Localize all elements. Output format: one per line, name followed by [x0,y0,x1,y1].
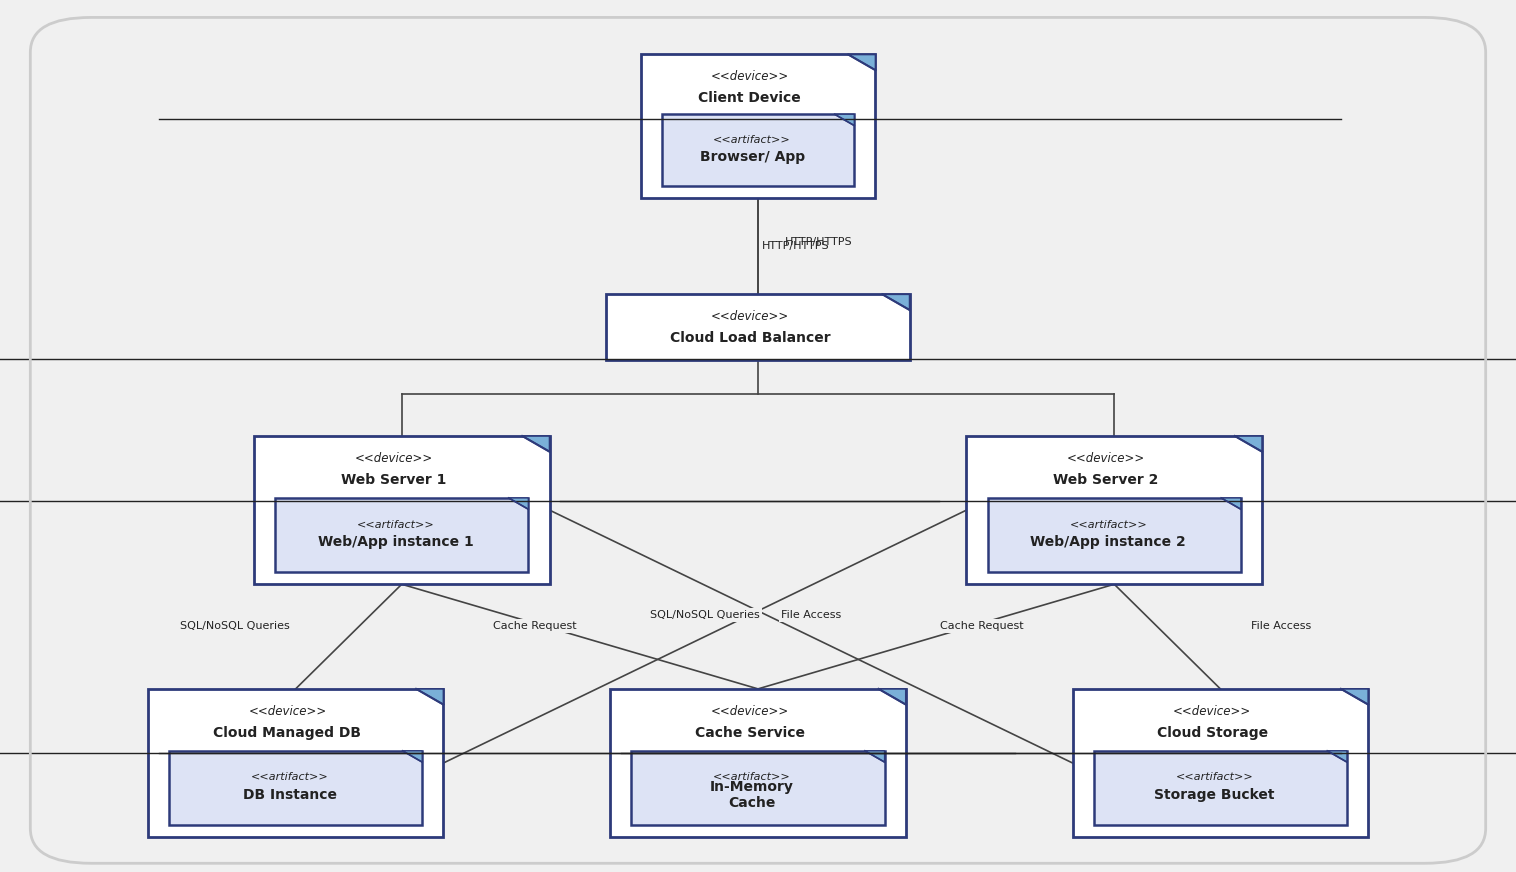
FancyBboxPatch shape [967,436,1261,584]
Text: Web/App instance 2: Web/App instance 2 [1031,535,1186,549]
Text: Cloud Storage: Cloud Storage [1157,726,1267,739]
Text: <<artifact>>: <<artifact>> [713,773,791,782]
Text: Web/App instance 1: Web/App instance 1 [318,535,473,549]
Text: In-Memory
Cache: In-Memory Cache [709,780,794,810]
Text: Cache Request: Cache Request [940,621,1023,631]
Polygon shape [834,114,855,126]
Polygon shape [864,751,885,762]
Polygon shape [882,295,910,310]
FancyBboxPatch shape [276,498,528,572]
Polygon shape [415,689,443,705]
Text: <<device>>: <<device>> [355,452,432,465]
FancyBboxPatch shape [631,751,885,825]
FancyBboxPatch shape [661,114,855,187]
Text: Cloud Load Balancer: Cloud Load Balancer [670,331,831,345]
Text: HTTP/HTTPS: HTTP/HTTPS [785,237,852,247]
Text: <<artifact>>: <<artifact>> [1069,520,1148,529]
Polygon shape [849,54,876,71]
FancyBboxPatch shape [149,689,443,837]
Text: File Access: File Access [781,610,841,620]
Text: Web Server 1: Web Server 1 [341,473,446,487]
Text: Cache Service: Cache Service [694,726,805,739]
FancyBboxPatch shape [1072,689,1367,837]
Text: Browser/ App: Browser/ App [699,150,805,165]
FancyBboxPatch shape [1095,751,1348,825]
Polygon shape [522,436,550,452]
Text: <<device>>: <<device>> [1173,705,1251,718]
Text: <<artifact>>: <<artifact>> [1175,773,1254,782]
Text: <<device>>: <<device>> [711,705,788,718]
Text: File Access: File Access [1251,621,1311,631]
Polygon shape [1220,498,1240,509]
Text: <<device>>: <<device>> [249,705,326,718]
Text: Client Device: Client Device [699,92,800,106]
FancyBboxPatch shape [168,751,421,825]
Polygon shape [1340,689,1367,705]
Polygon shape [509,498,528,509]
FancyBboxPatch shape [640,54,876,199]
Text: DB Instance: DB Instance [243,788,337,802]
Polygon shape [403,751,421,762]
Text: <<artifact>>: <<artifact>> [250,773,329,782]
Polygon shape [1328,751,1348,762]
Text: Cache Request: Cache Request [493,621,576,631]
Polygon shape [878,689,905,705]
Text: Web Server 2: Web Server 2 [1054,473,1158,487]
Text: <<artifact>>: <<artifact>> [713,135,791,145]
FancyBboxPatch shape [255,436,550,584]
Text: Cloud Managed DB: Cloud Managed DB [214,726,361,739]
Text: HTTP/HTTPS: HTTP/HTTPS [763,242,829,251]
FancyBboxPatch shape [609,689,905,837]
Text: <<device>>: <<device>> [1067,452,1145,465]
Text: SQL/NoSQL Queries: SQL/NoSQL Queries [180,621,290,631]
Text: SQL/NoSQL Queries: SQL/NoSQL Queries [650,610,760,620]
Polygon shape [1234,436,1261,452]
FancyBboxPatch shape [988,498,1240,572]
Text: <<device>>: <<device>> [711,71,788,83]
Text: <<artifact>>: <<artifact>> [356,520,435,529]
Text: Storage Bucket: Storage Bucket [1154,788,1275,802]
FancyBboxPatch shape [606,295,910,359]
Text: <<device>>: <<device>> [711,310,788,323]
